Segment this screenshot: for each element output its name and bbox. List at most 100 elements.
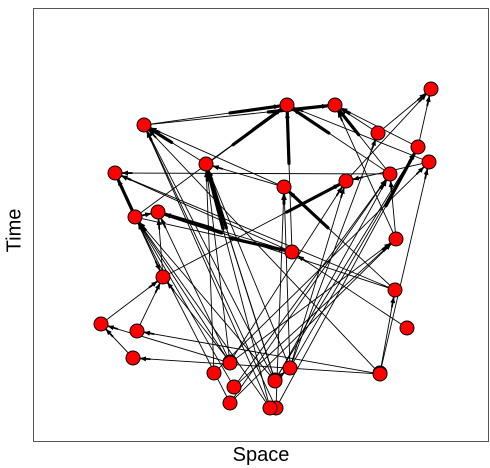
arrow-tip [167, 282, 174, 289]
node-n29 [226, 379, 242, 395]
node-n7 [198, 156, 214, 172]
node-n5 [136, 117, 152, 133]
arrow-tip [144, 212, 152, 218]
edge-arrowhead [231, 107, 283, 147]
node-n15 [388, 231, 404, 247]
edge-n31-n19 [107, 325, 224, 362]
arrow-tip [336, 186, 343, 194]
edge-n30-n11 [275, 193, 285, 402]
edge-arrowhead [384, 151, 417, 208]
arrow-tip [380, 179, 386, 187]
arrow-tip [417, 166, 425, 173]
arrow-tip [337, 111, 343, 118]
edge-n21-n16 [297, 255, 402, 325]
arrow-tip [333, 184, 340, 190]
node-n2 [327, 97, 343, 113]
node-n9 [338, 173, 354, 189]
node-n12 [107, 165, 123, 181]
edge-n33-n10 [278, 179, 387, 376]
edge-n26-n7 [205, 170, 215, 367]
arrow-tip [371, 139, 376, 147]
edge-n24-n8 [381, 168, 428, 367]
edge-n27-n15 [234, 243, 392, 399]
edge-n24-n18 [380, 296, 395, 367]
node-n10 [382, 166, 398, 182]
arrow-tip [390, 296, 396, 304]
edge-arrowhead [228, 104, 282, 115]
arrow-tip [148, 130, 155, 137]
node-n13 [150, 204, 166, 220]
arrow-tip [293, 107, 300, 113]
arrow-tip [321, 103, 329, 109]
arrow-tip [388, 180, 394, 188]
edge-n30-n5 [146, 131, 274, 402]
arrow-tip [105, 329, 112, 336]
arrow-tip [384, 243, 392, 250]
arrow-tip [205, 170, 211, 178]
arrow-tip [156, 218, 162, 226]
edge-n11-n5 [150, 127, 278, 185]
edge-n29-n15 [238, 243, 392, 383]
plot-frame [33, 8, 489, 442]
arrow-tip [423, 168, 429, 176]
arrow-tip [117, 179, 123, 186]
arrow-tip [150, 127, 157, 133]
node-n26 [206, 365, 222, 381]
edge-n29-n14 [138, 222, 231, 382]
arrow-tip [278, 372, 285, 379]
edge-arrowhead [287, 190, 330, 230]
arrow-tip [143, 330, 151, 336]
edge-arrowhead [285, 110, 291, 166]
node-n8 [421, 154, 437, 170]
node-n1 [423, 81, 439, 97]
edge-arrowhead [285, 182, 342, 214]
edge-arrowhead [163, 212, 224, 235]
edge-arrowhead [291, 107, 331, 135]
arrow-tip [340, 108, 348, 115]
arrow-tip [161, 218, 166, 225]
arrow-tip [121, 175, 128, 181]
arrow-tip [425, 95, 431, 103]
arrow-tip [164, 213, 172, 219]
edge-arrowhead [206, 169, 228, 230]
edge-n31-n14 [138, 222, 227, 358]
node-n33 [267, 373, 283, 389]
arrow-tip [284, 111, 290, 119]
node-n32 [262, 400, 278, 416]
arrow-tip [281, 193, 287, 201]
node-n34 [372, 366, 388, 382]
arrow-tip [139, 356, 147, 362]
arrow-tip [147, 131, 153, 138]
arrow-tip [107, 325, 115, 331]
node-n18 [387, 282, 403, 298]
edge-n11-n7 [212, 165, 278, 186]
edge-n8-n3 [293, 107, 423, 160]
edge-layer [104, 92, 431, 403]
arrow-tip [409, 153, 415, 160]
edge-n23-n13 [160, 218, 228, 356]
arrow-tip [420, 94, 427, 101]
node-n25 [282, 360, 298, 376]
edge-n32-n5 [146, 131, 268, 402]
edge-n16-n12 [121, 175, 286, 250]
node-n27 [222, 395, 238, 411]
arrow-tip [289, 191, 296, 198]
edge-n25-n9 [291, 187, 345, 362]
edge-n29-n10 [237, 179, 387, 382]
x-axis-label: Space [232, 444, 290, 466]
edge-n10-n12 [121, 172, 384, 175]
arrow-tip [155, 283, 160, 290]
node-layer [93, 81, 439, 416]
edge-n23-n9 [233, 186, 343, 357]
node-n31 [222, 355, 238, 371]
edge-n27-n10 [233, 179, 387, 398]
arrow-tip [273, 104, 281, 110]
arrow-tip [297, 255, 305, 262]
edge-n25-n7 [208, 170, 288, 362]
node-n6 [410, 139, 426, 155]
edge-n31-n7 [206, 170, 230, 357]
node-n4 [370, 125, 386, 141]
edge-n15-n2 [337, 111, 394, 233]
edge-n31-n15 [235, 242, 391, 360]
